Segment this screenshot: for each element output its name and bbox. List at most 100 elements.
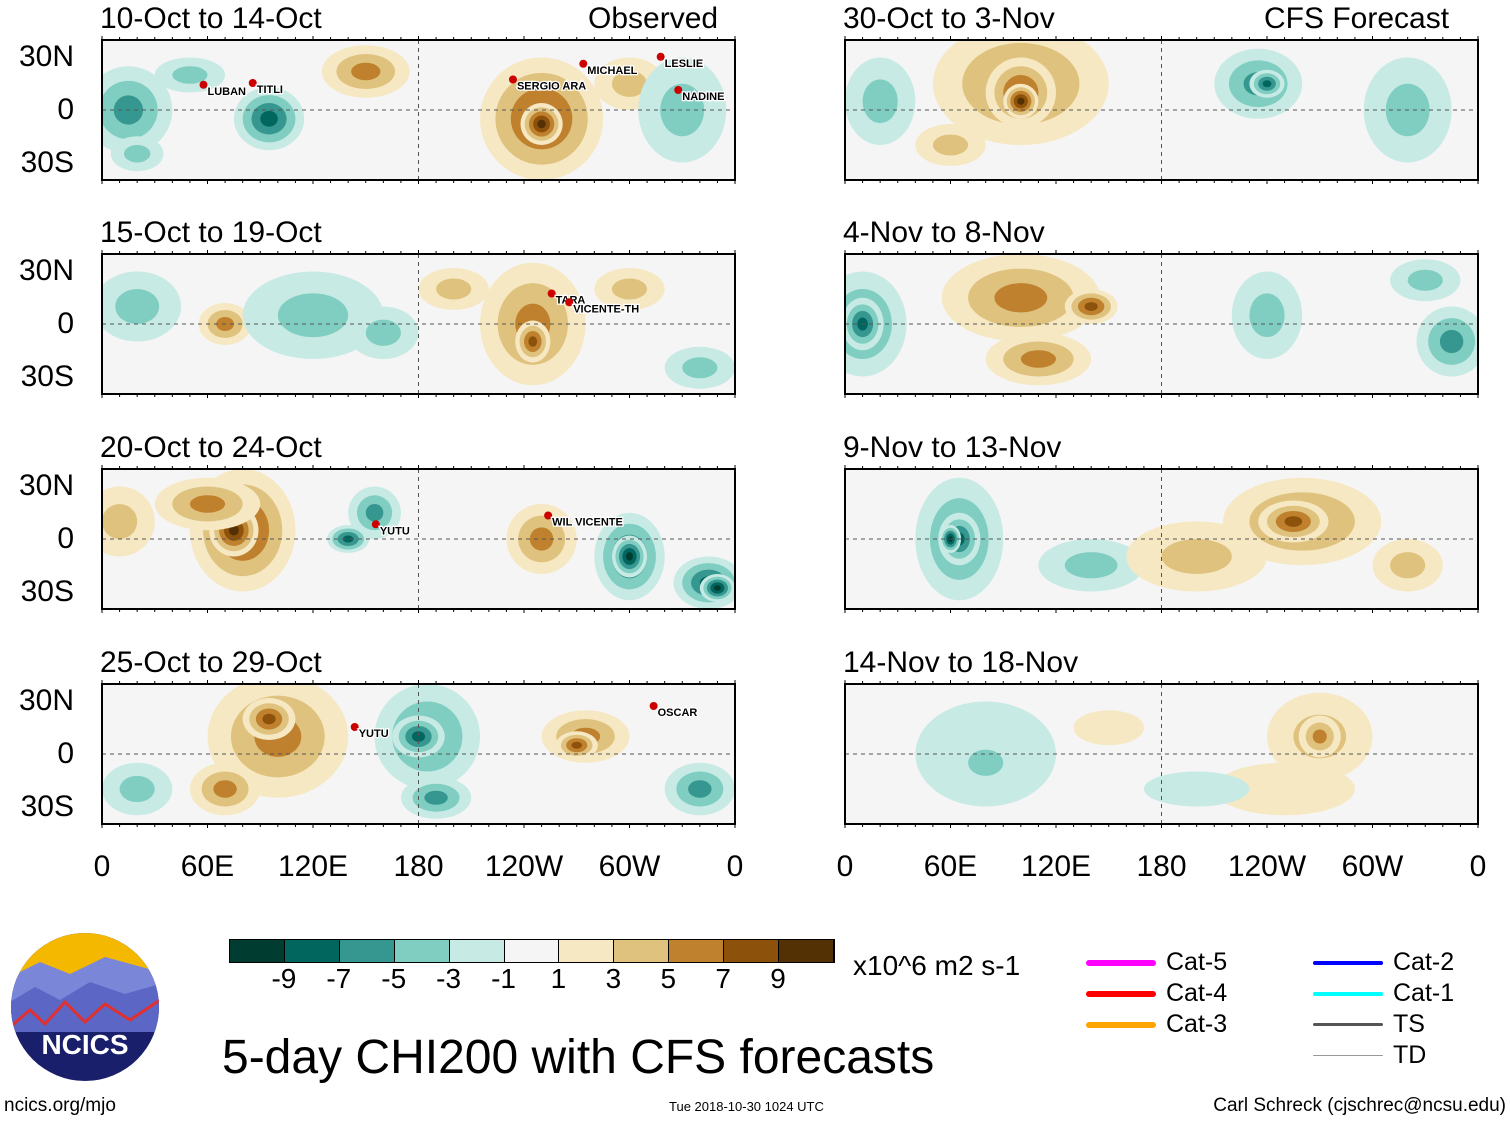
legend-line-swatch: [1086, 1021, 1156, 1028]
x-tick-label: 120W: [484, 850, 564, 883]
anomaly-contour: [1064, 552, 1118, 579]
anomaly-contour: [1439, 329, 1464, 354]
legend-label: Cat-1: [1393, 979, 1455, 1007]
anomaly-contour: [660, 83, 705, 137]
map-panel: YUTU OSCAR: [101, 680, 736, 828]
anomaly-contour: [625, 552, 634, 561]
storm-marker: [579, 59, 588, 68]
anomaly-contour: [1214, 762, 1355, 816]
site-link[interactable]: ncics.org/mjo: [4, 1095, 116, 1116]
colorbar-tick-label: -7: [326, 963, 352, 994]
anomaly-contour: [424, 790, 448, 805]
anomaly-contour: [571, 741, 583, 749]
anomaly-contour: [277, 293, 349, 338]
storm-label: OSCAR: [658, 707, 698, 719]
panel-title: 20-Oct to 24-Oct: [100, 431, 322, 464]
storm-marker: [649, 702, 658, 710]
colorbar-tick-label: 7: [715, 963, 731, 994]
legend-label: Cat-2: [1393, 948, 1455, 976]
legend-label: TD: [1393, 1041, 1427, 1069]
anomaly-contour: [994, 283, 1048, 313]
storm-legend-item: Cat-2: [1313, 947, 1454, 978]
map-panel: TARAVICENTE-TH: [101, 250, 736, 398]
cfs-forecast-label: CFS Forecast: [1264, 2, 1450, 35]
x-tick-label: 120E: [1020, 850, 1092, 883]
x-tick-label: 180: [393, 850, 444, 883]
y-tick-label: 30N: [18, 469, 74, 502]
colorbar-swatch: [724, 940, 780, 962]
colorbar-swatch: [559, 940, 615, 962]
anomaly-contour: [1262, 80, 1272, 88]
legend-line-swatch: [1313, 1023, 1383, 1026]
legend-label: Cat-4: [1166, 979, 1228, 1007]
storm-legend-item: Cat-4: [1086, 978, 1227, 1009]
storm-legend-left: Cat-5 Cat-4 Cat-3: [1086, 947, 1227, 1040]
panel-title: 30-Oct to 3-Nov: [843, 2, 1055, 35]
colorbar-swatch: [669, 940, 725, 962]
x-tick-label: 60W: [1341, 850, 1404, 883]
storm-label: LESLIE: [665, 58, 704, 70]
y-tick-label: 30N: [18, 40, 74, 73]
x-tick-label: 0: [836, 850, 854, 883]
legend-line-swatch: [1313, 960, 1383, 965]
colorbar-tick-label: 9: [770, 963, 786, 994]
map-panel: [844, 465, 1479, 613]
anomaly-contour: [1161, 539, 1232, 574]
colorbar-tick-label: -1: [491, 963, 516, 994]
y-tick-label: 30N: [18, 254, 74, 287]
storm-legend-item: Cat-3: [1086, 1009, 1227, 1040]
anomaly-contour: [260, 110, 278, 127]
anomaly-contour: [411, 731, 426, 742]
colorbar-swatch: [284, 940, 340, 962]
anomaly-contour: [968, 749, 1004, 776]
colorbar-swatch: [339, 940, 395, 962]
colorbar-swatch: [779, 940, 834, 962]
figure-title: 5-day CHI200 with CFS forecasts: [222, 1031, 935, 1084]
map-panel: YUTU WIL VICENTE: [101, 465, 736, 613]
x-tick-label: 60W: [598, 850, 661, 883]
storm-marker: [508, 75, 517, 84]
storm-label: VICENTE-TH: [573, 303, 639, 315]
anomaly-contour: [119, 775, 155, 803]
panel-title: 10-Oct to 14-Oct: [100, 2, 322, 35]
anomaly-contour: [115, 289, 160, 324]
anomaly-contour: [351, 62, 381, 81]
map-panel: [844, 250, 1479, 398]
logo-text: NCICS: [41, 1029, 128, 1060]
anomaly-contour: [213, 780, 237, 798]
anomaly-contour: [1017, 97, 1025, 105]
anomaly-contour: [1312, 729, 1327, 744]
anomaly-contour: [1390, 552, 1426, 579]
x-tick-label: 0: [93, 850, 111, 883]
legend-label: Cat-3: [1166, 1010, 1228, 1038]
anomaly-contour: [1084, 302, 1098, 311]
anomaly-contour: [1407, 269, 1443, 291]
colorbar-units: x10^6 m2 s-1: [853, 950, 1021, 981]
author-credit: Carl Schreck (cjschrec@ncsu.edu): [1213, 1095, 1506, 1116]
anomaly-contour: [528, 336, 538, 347]
x-tick-label: 0: [726, 850, 744, 883]
colorbar-tick-label: 3: [605, 963, 622, 994]
panel-title: 14-Nov to 18-Nov: [843, 646, 1079, 679]
colorbar-swatch: [230, 940, 285, 962]
anomaly-contour: [172, 66, 208, 84]
anomaly-contour: [365, 504, 384, 522]
storm-marker: [656, 52, 665, 61]
ncics-logo: NCICS: [10, 932, 160, 1087]
storm-label: MICHAEL: [587, 65, 637, 77]
x-tick-label: 180: [1136, 850, 1187, 883]
storm-marker: [199, 80, 208, 89]
storm-marker: [547, 289, 556, 298]
colorbar-tick-label: -3: [436, 963, 462, 994]
y-tick-label: 0: [57, 522, 74, 555]
legend-line-swatch: [1313, 1055, 1383, 1056]
anomaly-contour: [537, 119, 546, 129]
anomaly-contour: [1284, 516, 1303, 527]
anomaly-contour: [862, 79, 898, 124]
anomaly-contour: [262, 713, 276, 725]
y-tick-label: 30N: [18, 684, 74, 717]
x-tick-label: 120W: [1227, 850, 1307, 883]
y-tick-label: 0: [57, 737, 74, 770]
legend-line-swatch: [1313, 991, 1383, 996]
